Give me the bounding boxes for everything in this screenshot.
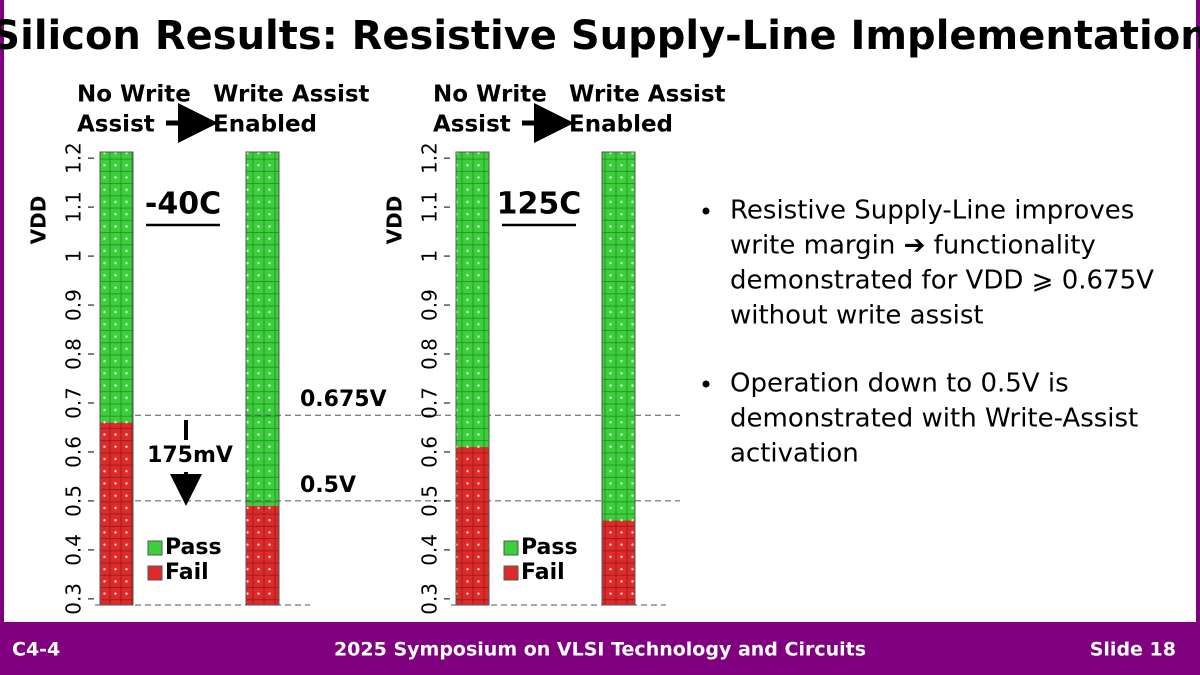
y-tick-label: 1.2 bbox=[418, 142, 442, 174]
legend-label: Fail bbox=[521, 560, 565, 585]
header-left: Assist bbox=[77, 112, 155, 138]
bullet-dot bbox=[702, 207, 710, 215]
y-tick-label: 1.2 bbox=[62, 142, 86, 174]
y-tick-label: 0.8 bbox=[418, 338, 442, 370]
header-right: Write Assist bbox=[213, 82, 370, 108]
bullet-text: without write assist bbox=[730, 301, 984, 331]
temperature-label: 125C bbox=[497, 187, 582, 222]
shmoo-plot: No Write Assist Write Assist Enabled VDD 0.3 0… bbox=[383, 82, 726, 615]
legend-swatch bbox=[503, 540, 519, 556]
y-axis-label: VDD bbox=[383, 196, 407, 245]
shmoo-plot: No Write Assist Write Assist Enabled VDD 0.3 0… bbox=[27, 82, 680, 615]
border-right bbox=[1196, 0, 1200, 675]
y-tick-label: 0.8 bbox=[62, 338, 86, 370]
reference-label: 0.675V bbox=[300, 387, 387, 412]
bullet-text: activation bbox=[730, 439, 859, 469]
y-tick-label: 1.1 bbox=[62, 191, 86, 223]
y-tick-label: 0.4 bbox=[62, 534, 86, 566]
header-right: Write Assist bbox=[569, 82, 726, 108]
cell-grid bbox=[601, 151, 636, 606]
legend-swatch bbox=[147, 565, 163, 581]
footer-right: Slide 18 bbox=[1090, 639, 1176, 661]
legend-label: Pass bbox=[521, 535, 578, 560]
reference-label: 0.5V bbox=[300, 473, 356, 498]
legend-swatch bbox=[147, 540, 163, 556]
y-tick-label: 0.4 bbox=[418, 534, 442, 566]
y-tick-label: 0.5 bbox=[418, 485, 442, 517]
y-tick-label: 1 bbox=[418, 250, 442, 263]
y-tick-label: 0.5 bbox=[62, 485, 86, 517]
bullet-text: Operation down to 0.5V is bbox=[730, 369, 1069, 399]
footer-bar bbox=[0, 622, 1200, 675]
header-right: Enabled bbox=[213, 112, 317, 138]
bullet-text: write margin ➔ functionality bbox=[730, 231, 1096, 261]
bullet-text: demonstrated with Write-Assist bbox=[730, 404, 1138, 434]
y-tick-label: 0.3 bbox=[418, 583, 442, 615]
y-tick-label: 0.9 bbox=[418, 289, 442, 321]
y-tick-label: 1 bbox=[62, 250, 86, 263]
bullet-text: demonstrated for VDD ⩾ 0.675V bbox=[730, 266, 1154, 296]
y-axis-label: VDD bbox=[27, 196, 51, 245]
header-left: No Write bbox=[433, 82, 547, 108]
annotation: 175mV bbox=[147, 443, 233, 468]
y-tick-label: 0.7 bbox=[62, 387, 86, 419]
legend-label: Fail bbox=[165, 560, 209, 585]
cell-grid bbox=[455, 151, 490, 606]
footer-center: 2025 Symposium on VLSI Technology and Ci… bbox=[334, 639, 866, 661]
cell-grid bbox=[99, 151, 134, 606]
y-tick-label: 1.1 bbox=[418, 191, 442, 223]
footer-left: C4-4 bbox=[12, 639, 60, 661]
header-left: Assist bbox=[433, 112, 511, 138]
cell-grid bbox=[245, 151, 280, 606]
y-tick-label: 0.3 bbox=[62, 583, 86, 615]
header-right: Enabled bbox=[569, 112, 673, 138]
legend-swatch bbox=[503, 565, 519, 581]
slide-title: Silicon Results: Resistive Supply-Line I… bbox=[0, 13, 1200, 59]
temperature-label: -40C bbox=[145, 187, 221, 222]
header-left: No Write bbox=[77, 82, 191, 108]
legend-label: Pass bbox=[165, 535, 222, 560]
y-tick-label: 0.6 bbox=[62, 436, 86, 468]
y-tick-label: 0.9 bbox=[62, 289, 86, 321]
bullet-text: Resistive Supply-Line improves bbox=[730, 196, 1134, 226]
border-left bbox=[0, 0, 4, 675]
bullet-dot bbox=[702, 380, 710, 388]
y-tick-label: 0.7 bbox=[418, 387, 442, 419]
y-tick-label: 0.6 bbox=[418, 436, 442, 468]
